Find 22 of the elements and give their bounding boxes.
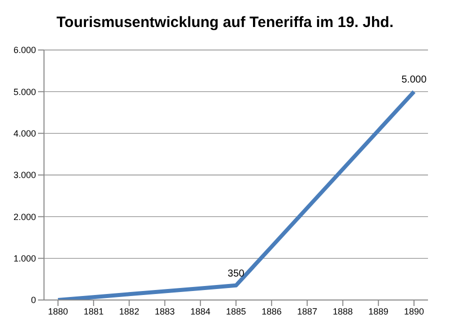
x-tick-label: 1889 xyxy=(368,306,388,316)
y-tick-label: 0 xyxy=(30,295,36,306)
y-tick-label: 5.000 xyxy=(13,86,36,97)
x-tick-label: 1885 xyxy=(226,306,246,316)
x-tick-label: 1880 xyxy=(48,306,68,316)
y-tick-label: 6.000 xyxy=(13,45,36,56)
y-tick-label: 3.000 xyxy=(13,170,36,180)
chart-title: Tourismusentwicklung auf Teneriffa im 19. Jhd. xyxy=(55,13,394,33)
line-series xyxy=(56,90,416,300)
data-label: 5.000 xyxy=(401,74,427,86)
x-tick-label: 1890 xyxy=(404,306,424,316)
y-tick-label: 2.000 xyxy=(13,212,36,222)
y-tick-label: 1.000 xyxy=(13,254,36,264)
x-tick-label: 1881 xyxy=(84,306,104,316)
data-label: 350 xyxy=(228,268,245,280)
x-tick-label: 1882 xyxy=(119,306,140,316)
x-tick-label: 1886 xyxy=(262,306,282,316)
x-tick-label: 1887 xyxy=(297,306,318,316)
x-tick-label: 1883 xyxy=(154,306,175,316)
x-tick-label: 1884 xyxy=(190,306,210,316)
x-tick-label: 1888 xyxy=(332,306,353,316)
y-tick-label: 4.000 xyxy=(13,128,36,139)
